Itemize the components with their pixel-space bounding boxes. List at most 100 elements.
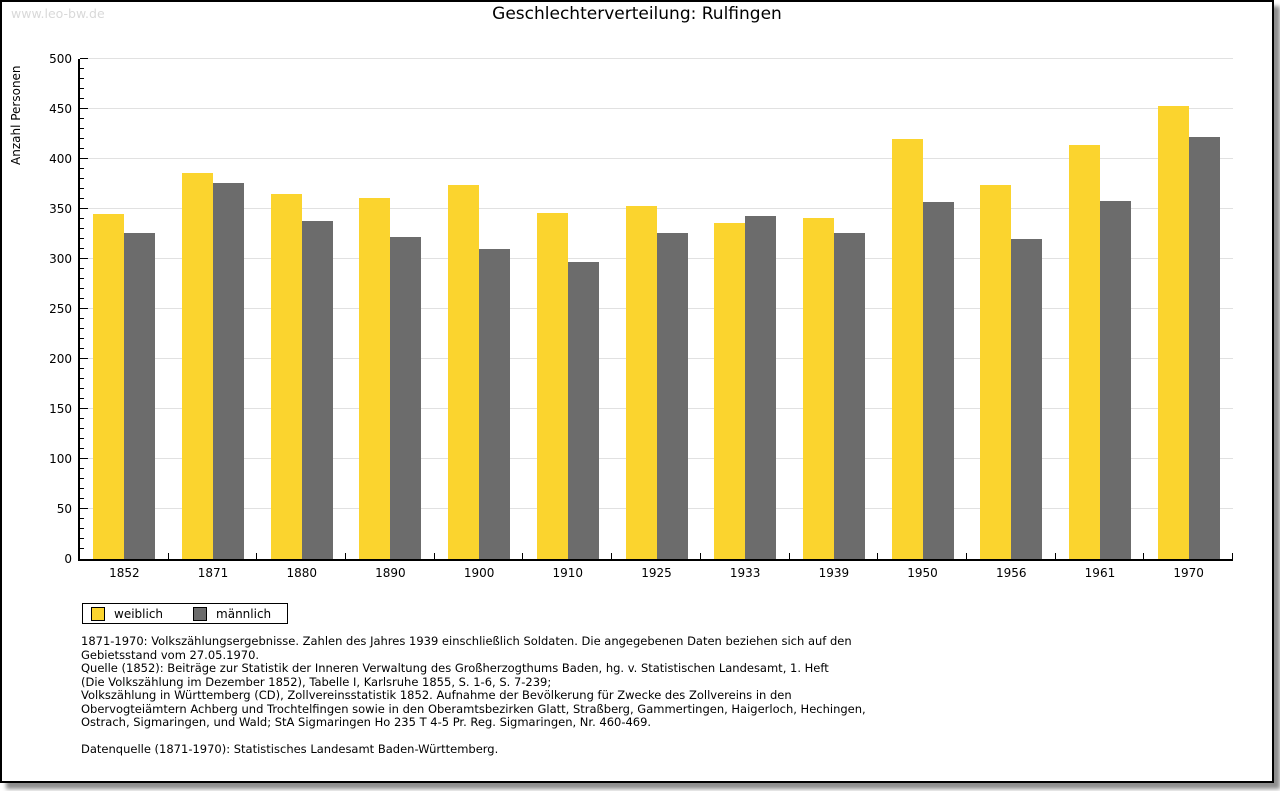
y-minor-tick-410 [80, 148, 84, 149]
legend: weiblich männlich [82, 603, 289, 624]
y-axis-title: Anzahl Personen [9, 65, 23, 165]
y-minor-tick-340 [80, 218, 84, 219]
x-boundary-tick-4 [433, 553, 435, 559]
bar-1852-weiblich [93, 214, 125, 559]
y-minor-tick-120 [80, 438, 84, 439]
bar-1871-männlich [213, 183, 245, 559]
bar-1900-weiblich [448, 185, 480, 559]
legend-item-männlich: männlich [193, 606, 272, 621]
y-minor-tick-240 [80, 318, 84, 319]
x-tick-label-1871: 1871 [197, 566, 229, 580]
y-minor-tick-230 [80, 328, 84, 329]
y-minor-tick-330 [80, 228, 84, 229]
bar-1900-männlich [479, 249, 511, 559]
bar-1871-weiblich [182, 173, 214, 559]
x-tick-label-1939: 1939 [818, 566, 850, 580]
y-major-tick-400 [80, 158, 88, 159]
bar-1970-weiblich [1157, 106, 1189, 559]
y-minor-tick-60 [80, 498, 84, 499]
bar-1925-weiblich [625, 206, 657, 559]
x-boundary-tick-9 [877, 553, 879, 559]
legend-label-männlich: männlich [216, 606, 272, 621]
y-minor-tick-380 [80, 178, 84, 179]
y-minor-tick-470 [80, 88, 84, 89]
y-major-tick-300 [80, 258, 88, 259]
y-minor-tick-130 [80, 428, 84, 429]
y-major-tick-450 [80, 108, 88, 109]
y-minor-tick-70 [80, 488, 84, 489]
y-minor-tick-90 [80, 468, 84, 469]
legend-swatch-weiblich [91, 606, 105, 621]
bar-1890-weiblich [359, 198, 391, 559]
y-minor-tick-160 [80, 398, 84, 399]
footnote-line-1: 1871-1970: Volkszählungsergebnisse. Zahl… [81, 634, 852, 648]
watermark-text: www.leo-bw.de [11, 6, 105, 21]
bar-1910-weiblich [536, 213, 568, 559]
x-tick-label-1925: 1925 [641, 566, 672, 580]
x-boundary-tick-13 [1232, 553, 1233, 559]
x-boundary-tick-5 [522, 553, 524, 559]
gridline-450 [80, 108, 1233, 109]
datasource-note: Datenquelle (1871-1970): Statistisches L… [81, 742, 499, 756]
y-major-tick-500 [80, 58, 88, 59]
y-minor-tick-430 [80, 128, 84, 129]
x-tick-label-1933: 1933 [729, 566, 761, 580]
x-tick-label-1890: 1890 [375, 566, 406, 580]
y-minor-tick-110 [80, 448, 84, 449]
bar-1939-männlich [833, 233, 865, 559]
y-minor-tick-260 [80, 298, 84, 299]
bar-1961-weiblich [1068, 145, 1100, 559]
y-major-tick-50 [80, 508, 88, 509]
y-minor-tick-210 [80, 348, 84, 349]
x-tick-label-1900: 1900 [463, 566, 495, 580]
bar-1933-weiblich [714, 223, 746, 559]
x-boundary-tick-2 [256, 553, 258, 559]
y-minor-tick-460 [80, 98, 84, 99]
y-minor-tick-280 [80, 278, 84, 279]
footnote-line-3: Quelle (1852): Beiträge zur Statistik de… [81, 661, 829, 675]
y-tick-label-350: 350 [49, 202, 72, 216]
legend-item-weiblich: weiblich [91, 606, 163, 621]
bar-1956-männlich [1011, 239, 1043, 559]
y-minor-tick-390 [80, 168, 84, 169]
y-minor-tick-220 [80, 338, 84, 339]
y-tick-label-300: 300 [49, 252, 72, 266]
x-boundary-tick-10 [965, 553, 967, 559]
x-boundary-tick-6 [611, 553, 613, 559]
bar-1939-weiblich [802, 218, 834, 559]
x-tick-label-1852: 1852 [109, 566, 140, 580]
x-boundary-tick-1 [167, 553, 169, 559]
footnotes: 1871-1970: Volkszählungsergebnisse. Zahl… [81, 634, 866, 730]
y-minor-tick-170 [80, 388, 84, 389]
x-tick-label-1880: 1880 [286, 566, 317, 580]
x-boundary-tick-7 [699, 553, 701, 559]
y-minor-tick-40 [80, 518, 84, 519]
y-major-tick-100 [80, 458, 88, 459]
y-minor-tick-80 [80, 478, 84, 479]
y-minor-tick-190 [80, 368, 84, 369]
gridline-500 [80, 58, 1233, 59]
bar-1852-männlich [124, 233, 156, 559]
y-minor-tick-10 [80, 548, 84, 549]
footnote-line-2: Gebietsstand vom 27.05.1970. [81, 647, 260, 662]
footnote-line-4: (Die Volkszählung im Dezember 1852), Tab… [81, 674, 552, 689]
y-major-tick-150 [80, 408, 88, 409]
y-minor-tick-440 [80, 118, 84, 119]
y-minor-tick-360 [80, 198, 84, 199]
x-tick-label-1950: 1950 [907, 566, 938, 580]
chart-title: Geschlechterverteilung: Rulfingen [492, 4, 782, 24]
y-minor-tick-30 [80, 528, 84, 529]
bar-1933-männlich [745, 216, 777, 559]
y-minor-tick-20 [80, 538, 84, 539]
gridline-350 [80, 208, 1233, 209]
y-minor-tick-480 [80, 78, 84, 79]
y-tick-label-400: 400 [49, 152, 72, 166]
bar-1950-männlich [922, 202, 954, 559]
bar-1950-weiblich [891, 139, 923, 559]
bar-1961-männlich [1099, 201, 1131, 559]
y-tick-label-0: 0 [64, 552, 72, 566]
gridline-400 [80, 158, 1233, 159]
x-tick-label-1970: 1970 [1173, 566, 1204, 580]
y-minor-tick-270 [80, 288, 84, 289]
